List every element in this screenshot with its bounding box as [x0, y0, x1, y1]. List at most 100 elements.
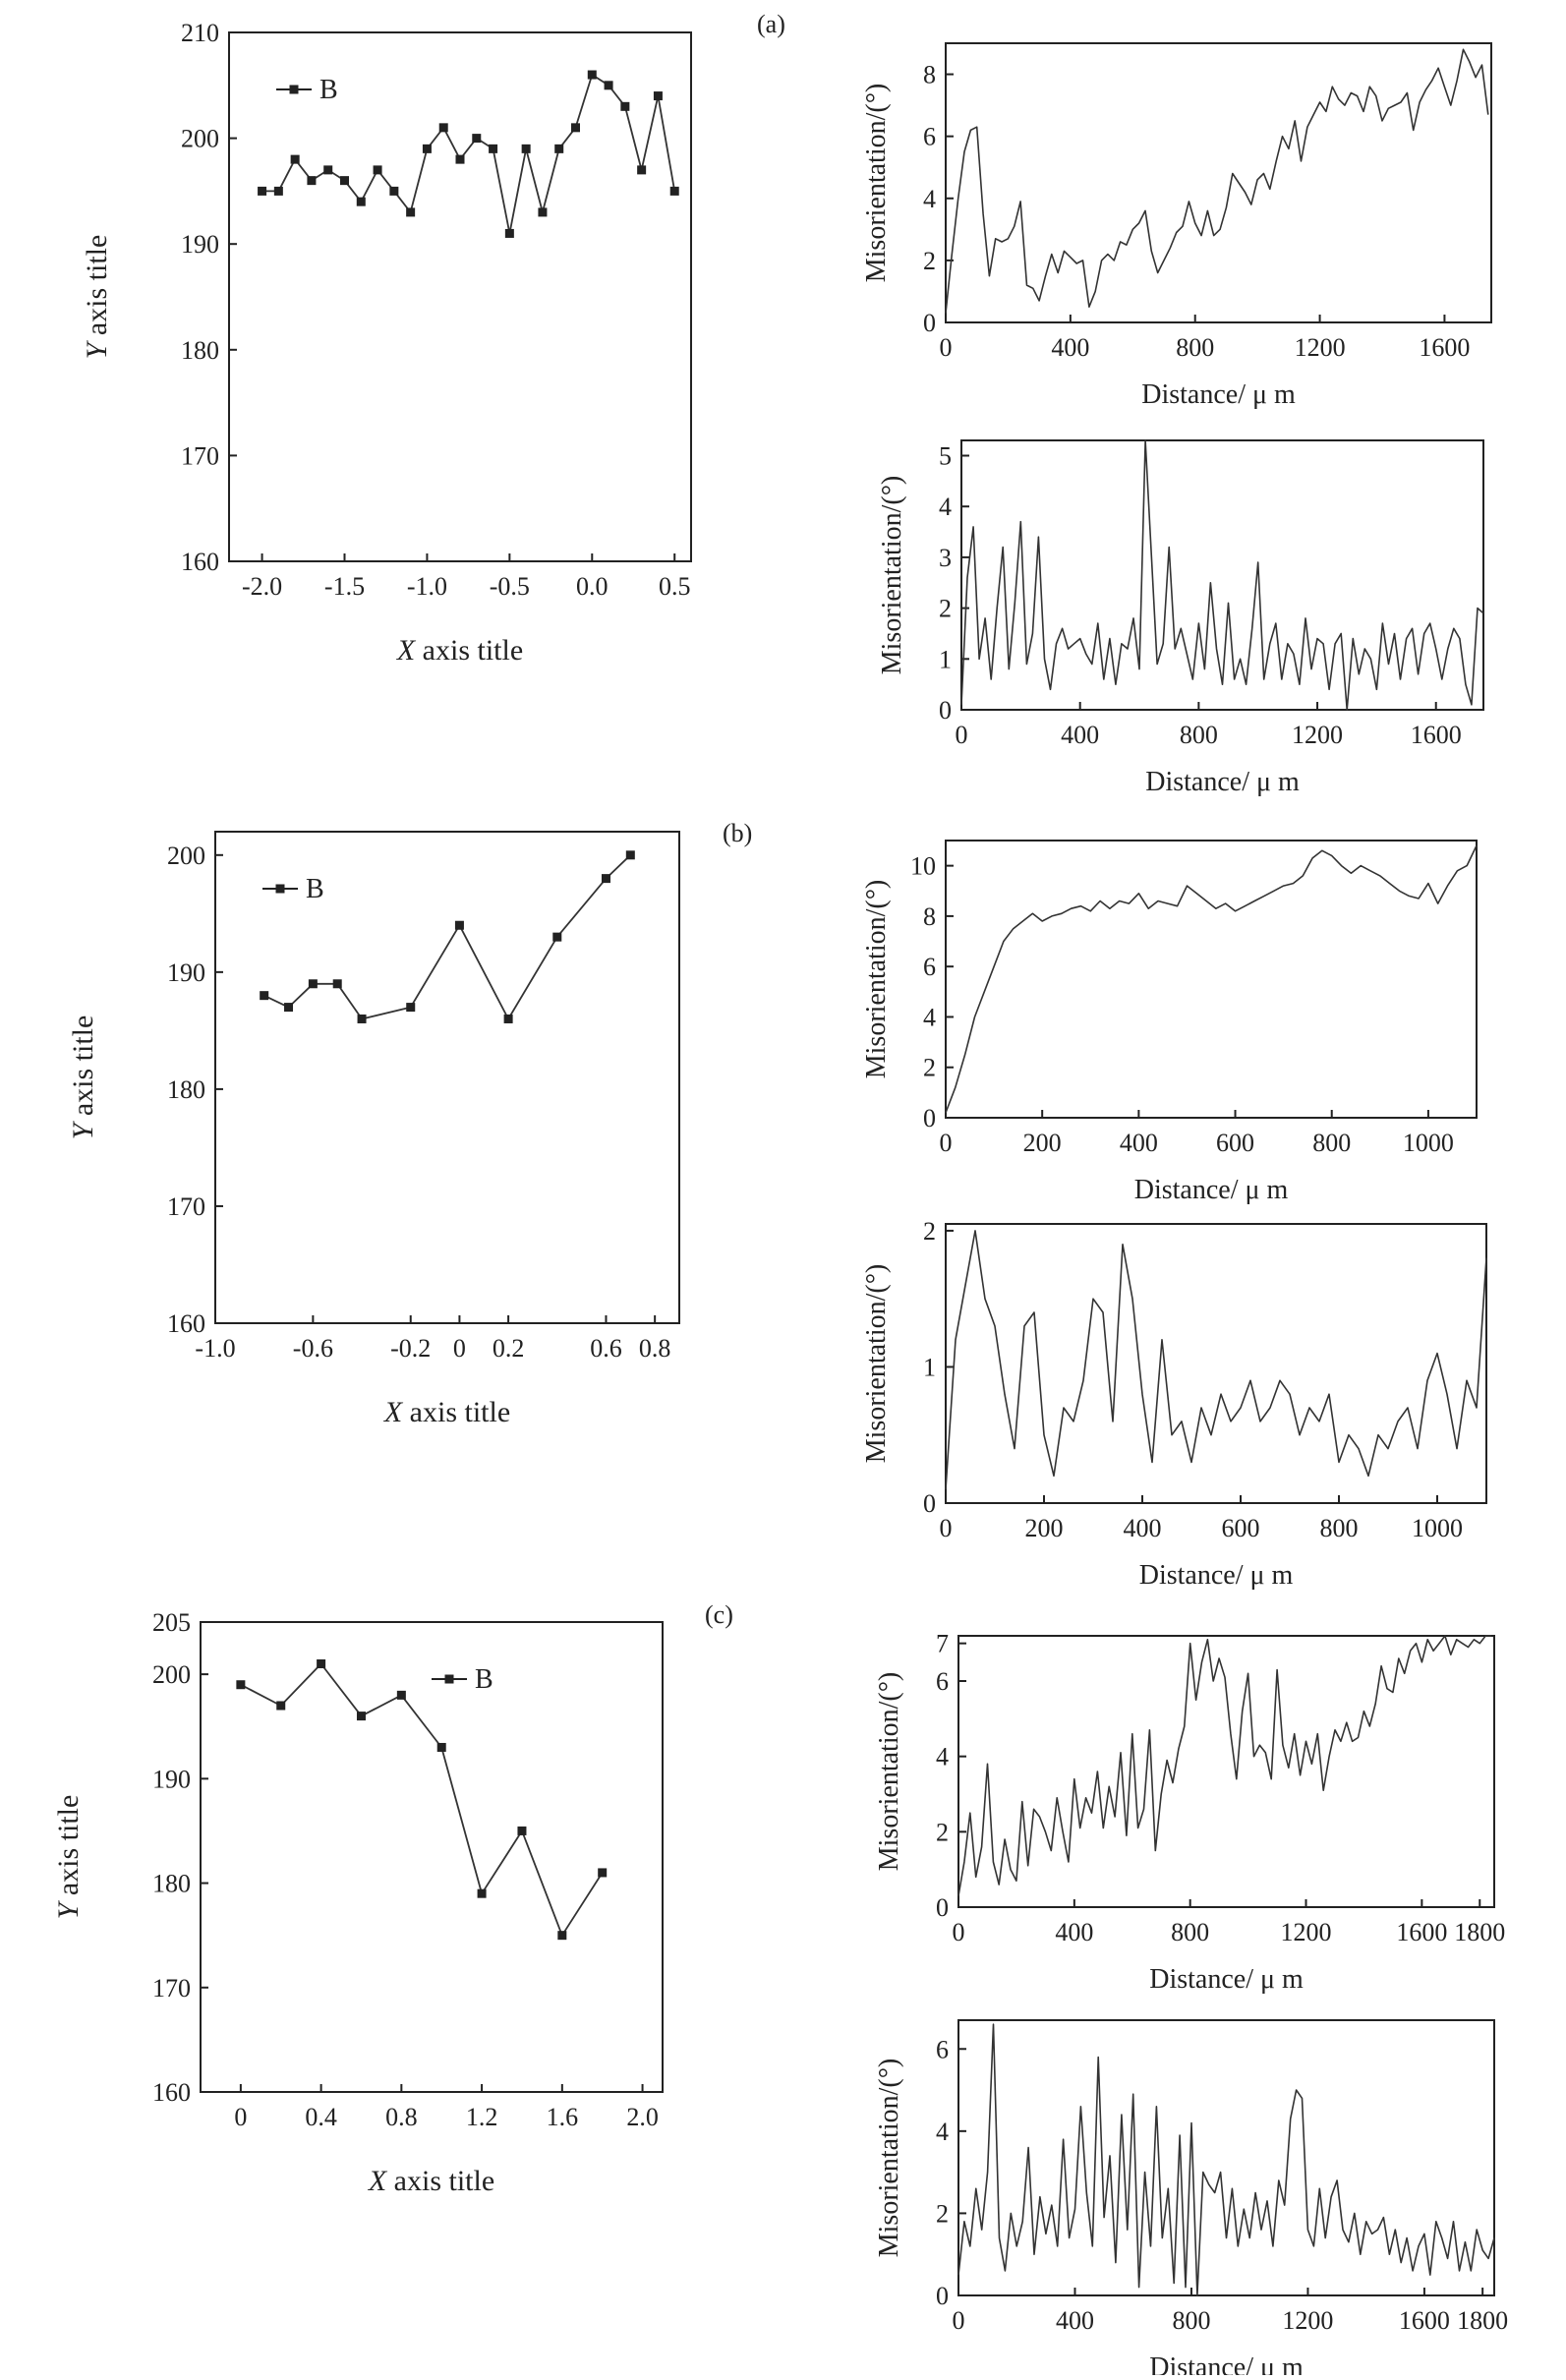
plot-frame	[945, 42, 1492, 323]
y-axis-label: Misorientation/(°)	[874, 2059, 904, 2258]
y-axis-label: Y axis title	[52, 1795, 85, 1920]
data-point	[373, 165, 382, 175]
data-point	[489, 144, 498, 153]
x-tick-label: 1600	[1396, 1918, 1447, 1946]
data-point	[601, 874, 610, 884]
x-axis-label: X axis title	[396, 634, 523, 667]
x-tick-label: 600	[1216, 1129, 1254, 1157]
data-point	[406, 1003, 416, 1013]
plot-frame	[200, 1621, 664, 2093]
series-line	[945, 844, 1478, 1114]
x-tick-label: 400	[1055, 1918, 1093, 1946]
data-point	[587, 70, 597, 80]
x-axis-label: Distance/ μ m	[1149, 1964, 1304, 1995]
x-tick-label: 1000	[1412, 1514, 1463, 1542]
data-point	[620, 101, 630, 111]
chart-c-right-bottom: 0 400 800 1200 1600 1800 0 2 4 6 Distance/ μ m Miso…	[874, 2019, 1508, 2380]
x-tick-label: 0	[953, 1918, 965, 1946]
data-point	[258, 186, 267, 196]
data-point	[389, 186, 399, 196]
x-tick-label: 800	[1312, 1129, 1351, 1157]
y-tick-label: 6	[923, 123, 936, 151]
x-tick-label: 0.2	[493, 1334, 525, 1363]
data-point	[477, 1888, 487, 1898]
data-point	[455, 154, 465, 164]
plot-frame	[228, 31, 692, 562]
x-tick-label: 0	[234, 2103, 247, 2131]
y-tick-label: 6	[923, 953, 936, 981]
y-tick-label: 2	[923, 1217, 936, 1246]
data-point	[552, 932, 562, 942]
x-tick-label: 1200	[1295, 333, 1346, 362]
x-axis-label: Distance/ μ m	[1149, 2352, 1304, 2375]
data-point	[521, 144, 531, 153]
y-tick-label: 2	[936, 1818, 949, 1846]
x-tick-label: 1600	[1419, 333, 1470, 362]
data-point	[356, 197, 366, 206]
y-tick-label: 8	[923, 902, 936, 931]
y-tick-label: 170	[181, 441, 219, 470]
x-tick-label: 0.4	[305, 2103, 337, 2131]
x-tick-label: 1.2	[466, 2103, 498, 2131]
data-point	[653, 91, 663, 101]
legend-marker	[444, 1674, 454, 1684]
x-tick-label: 400	[1061, 721, 1099, 749]
y-tick-label: 2	[936, 2199, 949, 2228]
y-tick-label: 0	[923, 1104, 936, 1132]
y-tick-label: 0	[923, 1489, 936, 1518]
y-axis-label: Misorientation/(°)	[877, 476, 907, 675]
y-tick-label: 180	[152, 1870, 191, 1898]
data-point	[406, 207, 416, 217]
x-tick-label: 400	[1051, 333, 1089, 362]
data-point	[517, 1826, 527, 1835]
data-point	[438, 123, 448, 133]
x-tick-label: -2.0	[242, 572, 282, 601]
y-tick-label: 1	[923, 1353, 936, 1381]
data-point	[571, 123, 580, 133]
x-axis-label: Distance/ μ m	[1134, 1175, 1289, 1205]
x-tick-label: 0	[956, 721, 968, 749]
x-tick-label: -0.5	[490, 572, 530, 601]
chart-c-left: 0 0.4 0.8 1.2 1.6 2.0 160 170 180 190 200 205 B X axi…	[52, 1608, 664, 2197]
y-tick-label: 200	[152, 1660, 191, 1689]
y-tick-label: 180	[167, 1075, 205, 1104]
y-tick-label: 8	[923, 61, 936, 89]
y-tick-label: 0	[936, 2282, 949, 2310]
data-point	[557, 1931, 567, 1941]
y-tick-label: 0	[923, 309, 936, 337]
x-tick-label: 400	[1056, 2306, 1094, 2335]
y-axis-label: Misorientation/(°)	[861, 1264, 892, 1464]
chart-a-left: -2.0 -1.5 -1.0 -0.5 0.0 0.5 160 170 180 190 200 210…	[81, 19, 692, 667]
x-tick-label: 1800	[1454, 1918, 1505, 1946]
plot-frame	[945, 840, 1478, 1119]
y-tick-label: 190	[181, 230, 219, 259]
x-axis-label: Distance/ μ m	[1141, 379, 1296, 410]
legend-label: B	[319, 75, 338, 105]
data-point	[317, 1658, 326, 1668]
data-point	[236, 1680, 246, 1690]
y-tick-label: 160	[167, 1309, 205, 1338]
chart-b-left: -1.0 -0.6 -0.2 0 0.2 0.6 0.8 160 170 180 190 200 B X …	[67, 831, 680, 1428]
y-axis-label: Y axis title	[67, 1016, 99, 1140]
x-tick-label: 0.8	[639, 1334, 671, 1363]
x-tick-label: 0.5	[659, 572, 691, 601]
chart-b-right-bottom: 0 200 400 600 800 1000 0 1 2 Distance/ μ m Misorie…	[861, 1217, 1487, 1591]
y-tick-label: 200	[167, 842, 205, 870]
x-tick-label: 1.6	[547, 2103, 579, 2131]
data-point	[260, 991, 269, 1001]
data-point	[598, 1868, 608, 1878]
x-tick-label: 0	[453, 1334, 466, 1363]
y-tick-label: 2	[939, 595, 952, 623]
y-tick-label: 4	[923, 185, 936, 213]
data-point	[396, 1690, 406, 1700]
y-tick-label: 210	[181, 19, 219, 47]
legend-marker	[289, 85, 299, 94]
x-tick-label: 2.0	[626, 2103, 659, 2131]
data-point	[356, 1712, 366, 1721]
data-point	[454, 920, 464, 930]
x-tick-label: 600	[1222, 1514, 1260, 1542]
x-tick-label: 1200	[1281, 1918, 1332, 1946]
x-tick-label: 800	[1176, 333, 1214, 362]
legend-marker	[275, 884, 285, 894]
